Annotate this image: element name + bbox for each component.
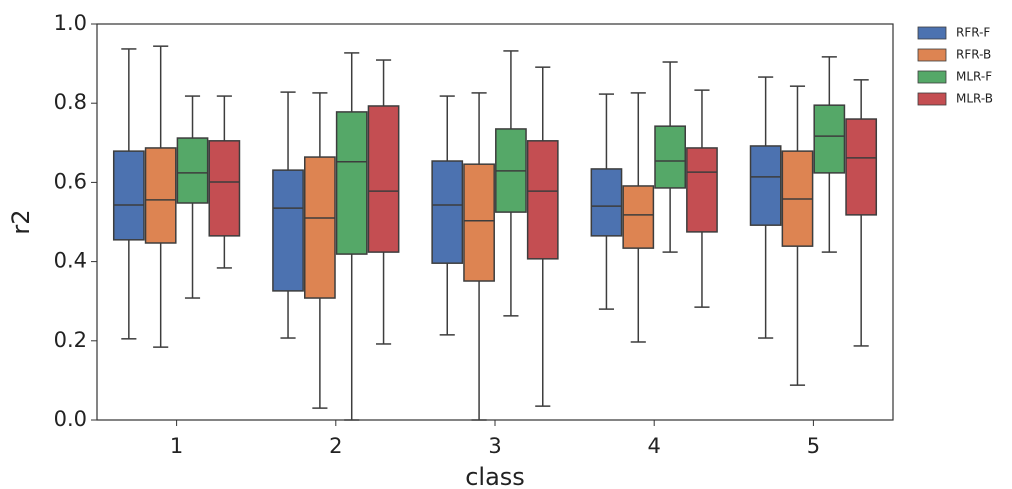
y-axis-label: r2 [7,209,35,234]
y-tick-label: 1.0 [54,11,87,35]
box [272,169,304,292]
x-tick-label: 1 [170,434,183,458]
legend-label: RFR-F [956,26,990,40]
x-tick-label: 4 [648,434,661,458]
legend-swatch [917,48,947,62]
legend-swatch [917,92,947,106]
box [367,105,400,253]
legend-label: MLR-F [956,70,992,84]
box [622,185,655,249]
y-tick-label: 0.2 [54,328,87,352]
legend-label: MLR-B [956,92,993,106]
y-tick-label: 0.6 [54,169,87,193]
box [112,150,145,241]
box [686,147,718,233]
box [144,147,177,244]
box [526,140,559,260]
box [463,163,495,282]
legend-swatch [917,70,947,84]
box [845,118,878,216]
legend-swatch [917,26,947,40]
box [654,125,686,189]
x-tick-label: 3 [488,434,501,458]
box [304,156,336,299]
y-tick-label: 0.4 [54,249,87,273]
box [176,137,209,204]
box [590,168,623,237]
y-tick-label: 0.8 [54,90,87,114]
box [813,104,846,174]
box [335,111,368,255]
y-tick-label: 0.0 [54,407,87,431]
box [431,160,464,264]
legend-label: RFR-B [956,48,991,62]
x-tick-label: 2 [329,434,342,458]
box [749,145,782,226]
x-tick-label: 5 [807,434,820,458]
x-axis-label: class [465,463,525,489]
box [208,140,241,237]
